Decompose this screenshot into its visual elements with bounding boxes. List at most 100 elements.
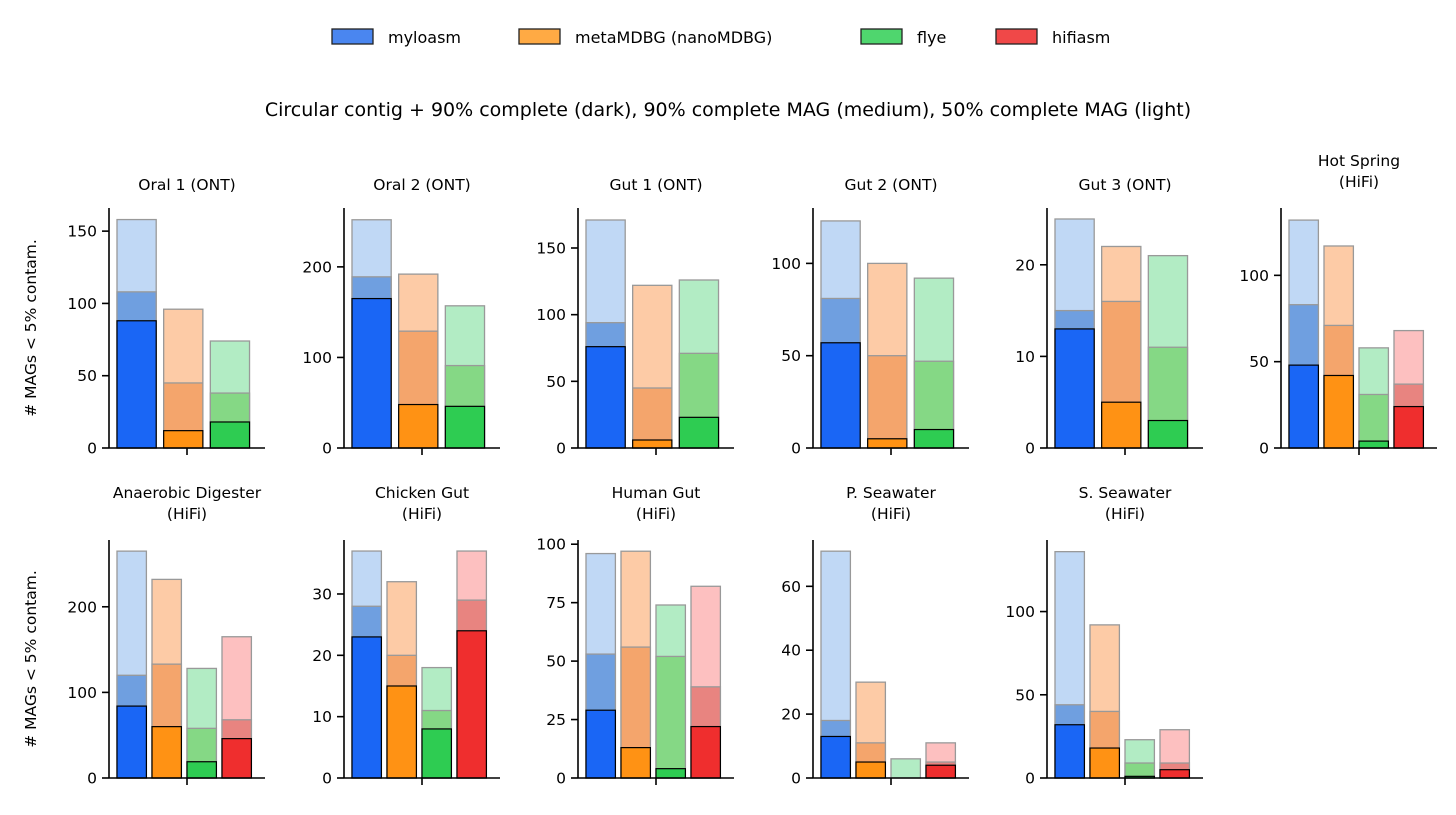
y-tick-label: 50 bbox=[781, 347, 801, 365]
y-tick-label: 150 bbox=[536, 240, 566, 258]
y-tick-label: 100 bbox=[67, 684, 97, 702]
subplot-title: Chicken Gut bbox=[375, 484, 469, 502]
y-tick-label: 100 bbox=[302, 349, 332, 367]
y-tick-label: 100 bbox=[536, 306, 566, 324]
bar-dark bbox=[398, 403, 439, 449]
y-tick-label: 60 bbox=[781, 578, 801, 596]
bar-dark bbox=[820, 342, 861, 449]
bar-dark bbox=[151, 726, 182, 779]
y-tick-label: 10 bbox=[312, 708, 332, 726]
subplot-5: Hot Spring (HiFi) 0 50 100 bbox=[1239, 152, 1437, 458]
bar-dark bbox=[913, 428, 955, 449]
bar-dark bbox=[1054, 724, 1085, 779]
subplot-title: (HiFi) bbox=[402, 505, 442, 523]
subplot-8: Human Gut (HiFi) 0 25 50 75 100 bbox=[536, 484, 734, 788]
y-tick-label: 0 bbox=[87, 770, 97, 788]
y-tick-label: 0 bbox=[556, 440, 566, 458]
bar-dark bbox=[1147, 419, 1189, 449]
legend-label-3: hifiasm bbox=[1052, 28, 1110, 47]
legend: myloasm metaMDBG (nanoMDBG) flye hifiasm bbox=[331, 28, 1110, 47]
bar-dark bbox=[585, 709, 616, 779]
y-tick-label: 25 bbox=[546, 711, 566, 729]
subplot-title: (HiFi) bbox=[636, 505, 676, 523]
y-tick-label: 150 bbox=[67, 223, 97, 241]
y-tick-label: 20 bbox=[312, 647, 332, 665]
legend-label-0: myloasm bbox=[388, 28, 461, 47]
subplot-title: P. Seawater bbox=[846, 484, 936, 502]
y-tick-label: 0 bbox=[322, 770, 332, 788]
subplot-title: (HiFi) bbox=[871, 505, 911, 523]
bar-dark bbox=[1159, 769, 1190, 779]
subplot-0: Oral 1 (ONT) 0 50 100 150 # MAGs < 5% contam. bbox=[22, 176, 265, 458]
bar-dark bbox=[585, 346, 626, 449]
subplot-title: Oral 1 (ONT) bbox=[138, 176, 235, 194]
subplot-title: Gut 2 (ONT) bbox=[845, 176, 938, 194]
bar-dark bbox=[1089, 747, 1120, 779]
subplot-title: Anaerobic Digester bbox=[113, 484, 262, 502]
y-tick-label: 30 bbox=[312, 585, 332, 603]
bar-dark bbox=[209, 421, 251, 449]
bar-dark bbox=[620, 747, 651, 779]
bar-light bbox=[890, 758, 922, 779]
y-tick-label: 0 bbox=[1025, 440, 1035, 458]
y-tick-label: 100 bbox=[1239, 267, 1269, 285]
subplot-title: Oral 2 (ONT) bbox=[373, 176, 470, 194]
bar-dark bbox=[925, 764, 956, 779]
legend-label-2: flye bbox=[917, 28, 946, 47]
subplot-4: Gut 3 (ONT) 0 10 20 bbox=[1015, 176, 1203, 458]
bar-dark bbox=[116, 705, 147, 779]
bar-dark bbox=[1393, 405, 1424, 449]
bar-medium bbox=[1358, 393, 1390, 449]
bar-dark bbox=[351, 636, 382, 779]
subplot-3: Gut 2 (ONT) 0 50 100 bbox=[771, 176, 969, 458]
subplot-title: Gut 3 (ONT) bbox=[1079, 176, 1172, 194]
bar-medium bbox=[655, 655, 687, 779]
subplot-2: Gut 1 (ONT) 0 50 100 150 bbox=[536, 176, 734, 458]
bar-dark bbox=[1101, 401, 1142, 449]
bar-dark bbox=[1358, 440, 1389, 449]
y-axis-label: # MAGs < 5% contam. bbox=[22, 570, 40, 748]
y-tick-label: 0 bbox=[87, 440, 97, 458]
bar-dark bbox=[855, 761, 886, 779]
y-tick-label: 20 bbox=[781, 706, 801, 724]
bar-dark bbox=[386, 685, 417, 779]
y-tick-label: 75 bbox=[546, 594, 566, 612]
bar-dark bbox=[690, 725, 721, 779]
bar-dark bbox=[163, 430, 204, 449]
y-tick-label: 50 bbox=[546, 653, 566, 671]
y-tick-label: 100 bbox=[536, 536, 566, 554]
bar-dark bbox=[1054, 328, 1095, 449]
subplot-1: Oral 2 (ONT) 0 100 200 bbox=[302, 176, 500, 458]
bar-dark bbox=[421, 728, 452, 779]
subplot-title: (HiFi) bbox=[1339, 173, 1379, 191]
bar-dark bbox=[221, 738, 252, 779]
y-tick-label: 200 bbox=[302, 258, 332, 276]
y-tick-label: 50 bbox=[1249, 353, 1269, 371]
y-tick-label: 0 bbox=[1025, 770, 1035, 788]
legend-label-1: metaMDBG (nanoMDBG) bbox=[575, 28, 772, 47]
y-tick-label: 40 bbox=[781, 642, 801, 660]
subplot-6: Anaerobic Digester (HiFi) 0 100 200 # MAGs < … bbox=[22, 484, 265, 788]
subplot-title: Gut 1 (ONT) bbox=[610, 176, 703, 194]
subplot-title: Human Gut bbox=[612, 484, 701, 502]
subplot-title: Hot Spring bbox=[1318, 152, 1400, 170]
y-tick-label: 100 bbox=[67, 295, 97, 313]
legend-swatch-2 bbox=[860, 28, 903, 45]
y-axis-label: # MAGs < 5% contam. bbox=[22, 239, 40, 417]
y-tick-label: 20 bbox=[1015, 256, 1035, 274]
subplot-7: Chicken Gut (HiFi) 0 10 20 30 bbox=[312, 484, 500, 788]
y-tick-label: 200 bbox=[67, 598, 97, 616]
bar-dark bbox=[351, 297, 392, 449]
y-tick-label: 0 bbox=[556, 770, 566, 788]
y-tick-label: 50 bbox=[546, 373, 566, 391]
y-tick-label: 50 bbox=[77, 367, 97, 385]
subplot-title: S. Seawater bbox=[1079, 484, 1172, 502]
subplot-10: S. Seawater (HiFi) 0 50 100 bbox=[1005, 484, 1203, 788]
legend-swatch-3 bbox=[995, 28, 1038, 45]
bar-dark bbox=[820, 735, 851, 779]
chart-title: Circular contig + 90% complete (dark), 9… bbox=[265, 99, 1191, 121]
y-tick-label: 0 bbox=[791, 770, 801, 788]
bar-dark bbox=[1288, 364, 1319, 449]
